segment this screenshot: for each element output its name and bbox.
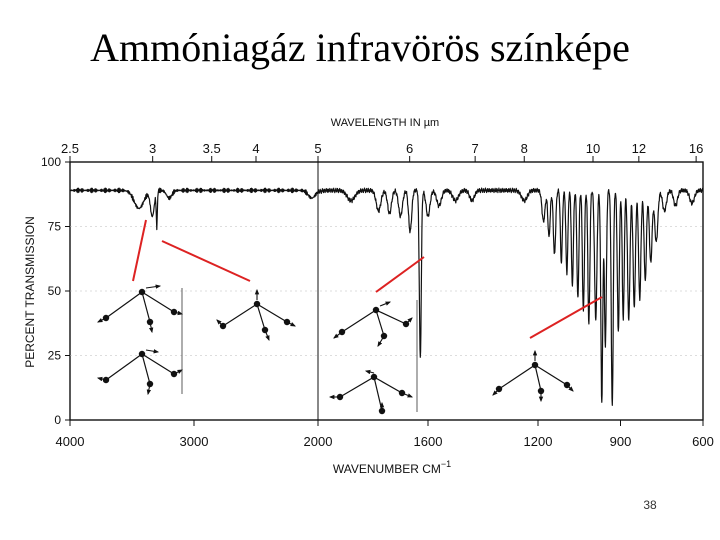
slide-number: 38 [643,498,657,512]
top-tick-label: 10 [586,141,600,156]
pointer-nh-stretch [132,219,147,282]
pointer-nh-stretch-2 [161,240,251,282]
x-axis-label: WAVENUMBER CM−1 [333,459,451,476]
x-tick-label: 2000 [304,434,333,449]
top-tick-label: 7 [472,141,479,156]
x-tick-label: 900 [610,434,632,449]
x-tick-label: 600 [692,434,714,449]
top-axis-ticks: 2.5 3 3.5 4 5 6 7 8 10 12 16 [61,141,703,162]
vibration-diagram-nh-stretch-symmetric [97,284,184,334]
band-pointers [132,219,603,339]
vibration-diagram-bend-scissor-b [328,369,414,415]
x-tick-label: 1600 [414,434,443,449]
x-axis-label-main: WAVENUMBER CM [333,462,441,476]
y-tick-label: 50 [48,284,62,298]
vibration-diagram-bend-degenerate [216,288,296,342]
top-axis-label: WAVELENGTH IN µm [331,117,439,129]
top-tick-label: 8 [521,141,528,156]
top-tick-label: 3 [149,141,156,156]
top-tick-label: 6 [406,141,413,156]
pointer-bend-1628 [375,256,425,293]
y-axis-label: PERCENT TRANSMISSION [23,216,37,368]
top-tick-label: 2.5 [61,141,79,156]
vibration-diagram-umbrella [492,349,574,403]
slide-title: Ammóniagáz infravörös színképe [90,25,630,70]
x-tick-label: 3000 [180,434,209,449]
bottom-axis-ticks: 4000 3000 2000 1600 1200 900 600 [56,420,714,449]
y-tick-label: 75 [48,220,62,234]
top-tick-label: 3.5 [203,141,221,156]
y-tick-label: 0 [54,413,61,427]
top-tick-label: 4 [252,141,259,156]
y-axis-ticks: 0 25 50 75 100 [41,155,70,427]
y-tick-label: 100 [41,155,61,169]
pointer-umbrella [529,296,603,339]
x-tick-label: 4000 [56,434,85,449]
top-tick-label: 5 [314,141,321,156]
diagram-brackets [181,288,418,412]
x-tick-label: 1200 [524,434,553,449]
x-axis-label-exponent: −1 [441,459,451,469]
vibration-diagram-nh-stretch-asymmetric [96,349,183,396]
spectrum-line [69,187,704,406]
top-tick-label: 16 [689,141,703,156]
y-tick-label: 25 [48,349,62,363]
vibration-diagram-bend-scissor-a [333,301,413,347]
top-tick-label: 12 [632,141,646,156]
